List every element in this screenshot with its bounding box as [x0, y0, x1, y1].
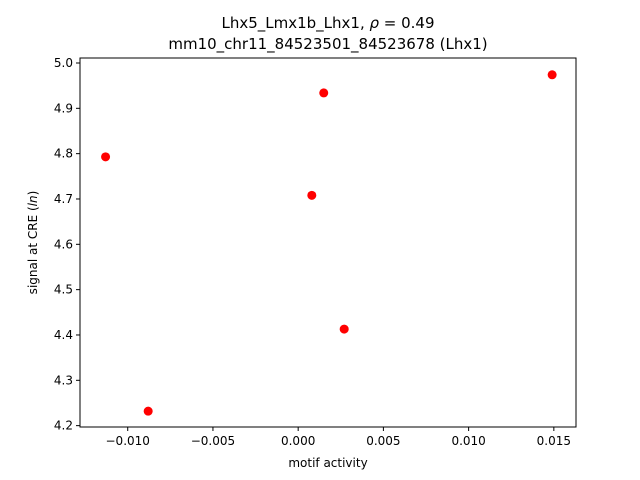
y-tick-label: 4.3: [54, 373, 73, 387]
x-axis-label: motif activity: [288, 456, 367, 470]
y-tick-label: 4.2: [54, 419, 73, 433]
x-tick-label: 0.005: [366, 434, 400, 448]
y-tick-label: 4.5: [54, 283, 73, 297]
x-tick-label: −0.005: [191, 434, 235, 448]
chart-title-line1: Lhx5_Lmx1b_Lhx1, ρ = 0.49: [221, 14, 434, 33]
y-axis-ticks: 4.2 4.3 4.4 4.5 4.6 4.7 4.8 4.9 5.0: [54, 56, 80, 433]
chart-title-line2: mm10_chr11_84523501_84523678 (Lhx1): [168, 35, 487, 54]
plot-area-frame: [79, 57, 577, 428]
y-tick-label: 4.6: [54, 237, 73, 251]
x-tick-label: −0.010: [106, 434, 150, 448]
scatter-point: [307, 190, 317, 200]
scatter-point: [547, 70, 557, 80]
scatter-point: [101, 152, 111, 162]
scatter-point: [143, 406, 153, 416]
y-tick-label: 5.0: [54, 56, 73, 70]
scatter-point: [319, 88, 329, 98]
data-points: [101, 70, 557, 416]
y-tick-label: 4.4: [54, 328, 73, 342]
y-tick-label: 4.7: [54, 192, 73, 206]
x-tick-label: 0.010: [451, 434, 485, 448]
scatter-point: [339, 324, 349, 334]
x-tick-label: 0.000: [281, 434, 315, 448]
x-axis-ticks: −0.010 −0.005 0.000 0.005 0.010 0.015: [106, 427, 571, 448]
y-axis-label: signal at CRE (ln): [26, 191, 40, 295]
x-tick-label: 0.015: [537, 434, 571, 448]
y-tick-label: 4.8: [54, 147, 73, 161]
y-tick-label: 4.9: [54, 101, 73, 115]
